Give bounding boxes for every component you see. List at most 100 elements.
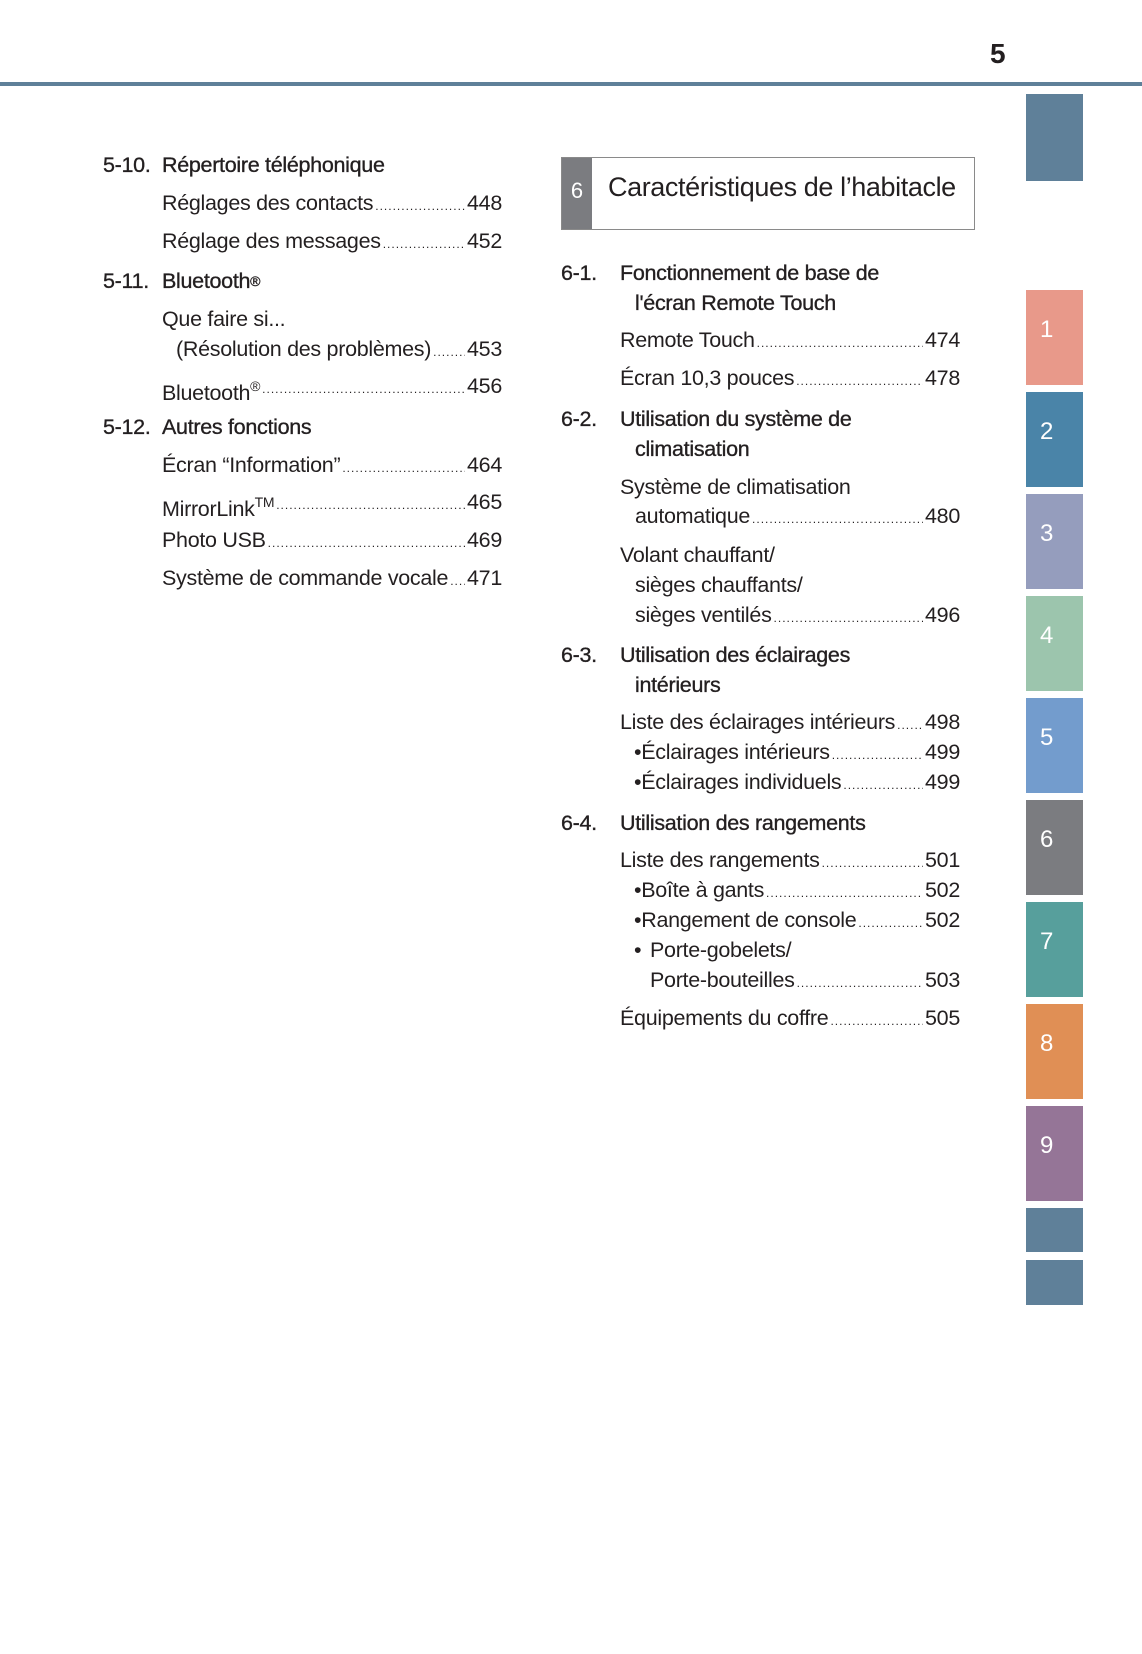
page-ref: 502: [925, 878, 960, 902]
tab-label: 2: [1040, 418, 1054, 445]
section-number: 5-12.: [103, 415, 151, 439]
toc-bullet-entry[interactable]: •Éclairages individuels 499: [634, 767, 960, 797]
tab-chapter-6[interactable]: 6: [1026, 800, 1083, 895]
section-title: Utilisation des éclairages: [620, 643, 851, 667]
toc-entry[interactable]: Réglage des messages 452: [162, 226, 502, 256]
toc-entry[interactable]: Équipements du coffre 505: [620, 1003, 960, 1033]
section-title: Utilisation des rangements: [620, 811, 866, 835]
toc-entry[interactable]: Liste des rangements 501: [620, 845, 960, 875]
registered-mark: ®: [250, 378, 261, 394]
toc-entry[interactable]: MirrorLinkTM 465: [162, 487, 502, 521]
tab-label: 3: [1040, 520, 1054, 547]
dot-leader: [797, 965, 923, 995]
entry-label: Système de commande vocale: [162, 566, 449, 590]
entry-label: sièges chauffants/: [635, 573, 803, 597]
tab-blank-top[interactable]: [1026, 94, 1083, 181]
toc-entry[interactable]: automatique 480: [635, 501, 960, 531]
page-ref: 501: [925, 848, 960, 872]
entry-label: MirrorLink: [162, 497, 255, 521]
chapter-number: 6: [562, 158, 592, 229]
toc-entry-line[interactable]: Système de climatisation: [620, 472, 851, 502]
toc-bullet-entry[interactable]: •Boîte à gants 502: [634, 875, 960, 905]
dot-leader: [830, 1003, 923, 1033]
toc-entry[interactable]: Réglages des contacts 448: [162, 188, 502, 218]
toc-entry[interactable]: Écran “Information” 464: [162, 450, 502, 480]
section-title: Autres fonctions: [162, 415, 312, 439]
section-heading-5-10[interactable]: 5-10. Répertoire téléphonique: [103, 150, 385, 180]
toc-entry[interactable]: Porte-bouteilles 503: [650, 965, 960, 995]
dot-leader: [774, 600, 923, 630]
section-heading-6-2[interactable]: 6-2. Utilisation du système de: [561, 404, 852, 434]
toc-entry-line[interactable]: sièges chauffants/: [635, 570, 803, 600]
toc-bullet-entry-line[interactable]: • Porte-gobelets/: [634, 935, 792, 965]
page-ref: 448: [467, 191, 502, 215]
section-number: 6-2.: [561, 407, 598, 431]
dot-leader: [822, 845, 923, 875]
section-heading-5-12[interactable]: 5-12. Autres fonctions: [103, 412, 312, 442]
entry-label: (Résolution des problèmes): [176, 337, 432, 361]
toc-bullet-entry[interactable]: •Rangement de console 502: [634, 905, 960, 935]
toc-entry-line[interactable]: Volant chauffant/: [620, 540, 775, 570]
tab-chapter-5[interactable]: 5: [1026, 698, 1083, 793]
entry-label: Boîte à gants: [641, 878, 765, 902]
entry-label: automatique: [635, 504, 751, 528]
tab-label: 5: [1040, 724, 1054, 751]
dot-leader: [342, 450, 465, 480]
entry-label: Écran 10,3 pouces: [620, 366, 795, 390]
toc-entry[interactable]: Bluetooth® 456: [162, 371, 502, 405]
toc-entry[interactable]: sièges ventilés 496: [635, 600, 960, 630]
tab-label: 8: [1040, 1030, 1054, 1057]
entry-label: Bluetooth: [162, 381, 251, 405]
chapter-title: Caractéristiques de l’habitacle: [608, 172, 956, 202]
page-ref: 465: [467, 490, 502, 514]
section-title: Bluetooth: [162, 269, 251, 293]
tab-chapter-3[interactable]: 3: [1026, 494, 1083, 589]
page-ref: 456: [467, 374, 502, 398]
toc-bullet-entry[interactable]: •Éclairages intérieurs 499: [634, 737, 960, 767]
toc-entry[interactable]: (Résolution des problèmes) 453: [176, 334, 502, 364]
tab-blank-index-2[interactable]: [1026, 1260, 1083, 1305]
page-ref: 498: [925, 710, 960, 734]
tab-chapter-8[interactable]: 8: [1026, 1004, 1083, 1099]
tab-chapter-2[interactable]: 2: [1026, 392, 1083, 487]
page-ref: 471: [467, 566, 502, 590]
dot-leader: [433, 334, 465, 364]
page-ref: 503: [925, 968, 960, 992]
section-heading-6-1[interactable]: 6-1. Fonctionnement de base de: [561, 258, 880, 288]
toc-entry[interactable]: Système de commande vocale 471: [162, 563, 502, 593]
dot-leader: [262, 371, 465, 401]
tab-chapter-7[interactable]: 7: [1026, 902, 1083, 997]
page-ref: 480: [925, 504, 960, 528]
section-number: 5-10.: [103, 153, 151, 177]
dot-leader: [843, 767, 923, 797]
section-number: 5-11.: [103, 269, 150, 293]
section-title: Répertoire téléphonique: [162, 153, 385, 177]
entry-label: Écran “Information”: [162, 453, 341, 477]
entry-label: Système de climatisation: [620, 475, 851, 499]
section-title-continued: l'écran Remote Touch: [635, 288, 837, 318]
toc-entry-line[interactable]: Que faire si...: [162, 304, 286, 334]
section-heading-6-3[interactable]: 6-3. Utilisation des éclairages: [561, 640, 851, 670]
section-heading-6-4[interactable]: 6-4. Utilisation des rangements: [561, 808, 866, 838]
page-ref: 452: [467, 229, 502, 253]
toc-entry[interactable]: Liste des éclairages intérieurs 498: [620, 707, 960, 737]
tab-chapter-1[interactable]: 1: [1026, 290, 1083, 385]
entry-label: Que faire si...: [162, 307, 286, 331]
tab-blank-index-1[interactable]: [1026, 1208, 1083, 1252]
section-heading-5-11[interactable]: 5-11. Bluetooth ®: [103, 266, 261, 296]
bullet-icon: •: [634, 740, 642, 764]
tab-chapter-9[interactable]: 9: [1026, 1106, 1083, 1201]
dot-leader: [450, 563, 465, 593]
entry-label: Équipements du coffre: [620, 1006, 829, 1030]
tab-chapter-4[interactable]: 4: [1026, 596, 1083, 691]
entry-label: Photo USB: [162, 528, 266, 552]
bullet-icon: •: [634, 770, 642, 794]
entry-label: Rangement de console: [641, 908, 857, 932]
page-ref: 469: [467, 528, 502, 552]
entry-label: sièges ventilés: [635, 603, 772, 627]
toc-entry[interactable]: Remote Touch 474: [620, 325, 960, 355]
toc-entry[interactable]: Photo USB 469: [162, 525, 502, 555]
dot-leader: [268, 525, 465, 555]
tab-label: 6: [1040, 826, 1054, 853]
toc-entry[interactable]: Écran 10,3 pouces 478: [620, 363, 960, 393]
